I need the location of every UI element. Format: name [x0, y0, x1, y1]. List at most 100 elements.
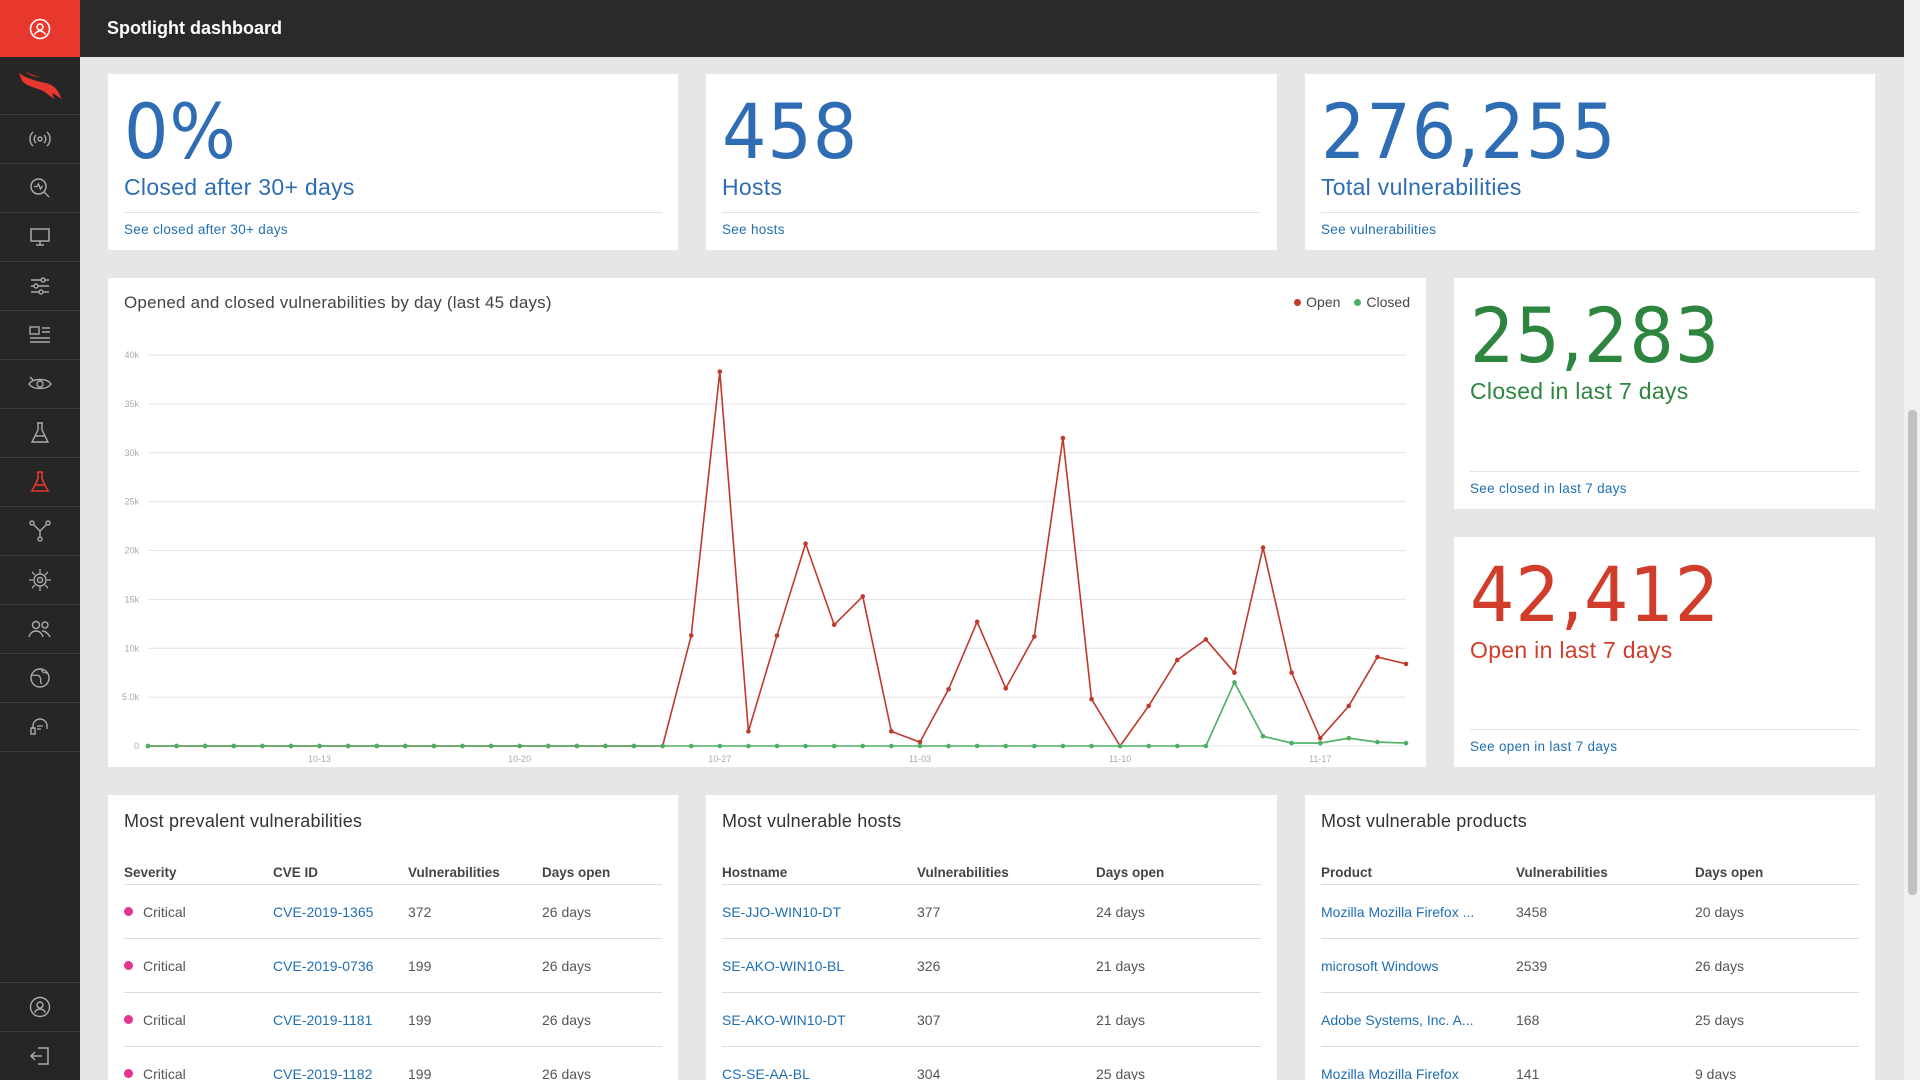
- cve-link[interactable]: CVE-2019-1182: [273, 1065, 373, 1080]
- table-row[interactable]: SE-AKO-WIN10-BL 326 21 days: [722, 939, 1261, 993]
- x-tick-label: 11-03: [909, 754, 931, 764]
- data-point-open: [688, 633, 694, 638]
- col-header[interactable]: CVE ID: [273, 865, 319, 880]
- stat-label: Closed after 30+ days: [124, 174, 355, 200]
- col-header[interactable]: Severity: [124, 865, 177, 880]
- critical-dot-icon: [124, 961, 133, 971]
- flask-active-icon[interactable]: [0, 458, 80, 507]
- logout-icon[interactable]: [0, 1031, 80, 1080]
- see-vulnerabilities-link[interactable]: See vulnerabilities: [1321, 222, 1437, 237]
- table-header: Severity CVE ID Vulnerabilities Days ope…: [124, 861, 662, 885]
- data-point-open: [974, 619, 980, 625]
- x-tick-label: 10-13: [308, 754, 331, 764]
- table-row[interactable]: Mozilla Mozilla Firefox 141 9 days: [1321, 1047, 1859, 1080]
- days-open: 21 days: [1096, 1011, 1146, 1028]
- cve-link[interactable]: CVE-2019-1181: [273, 1011, 373, 1028]
- table-row[interactable]: Adobe Systems, Inc. A... 168 25 days: [1321, 993, 1859, 1047]
- vertical-scrollbar[interactable]: [1904, 0, 1920, 1080]
- search-activity-icon[interactable]: [0, 164, 80, 213]
- critical-dot-icon: [124, 1015, 133, 1025]
- data-point-closed: [1317, 740, 1323, 746]
- eye-icon[interactable]: [0, 360, 80, 409]
- see-open-7-days-link[interactable]: See open in last 7 days: [1470, 739, 1618, 754]
- stat-value: 0%: [124, 87, 237, 176]
- account-icon[interactable]: [0, 982, 80, 1031]
- see-closed-7-days-link[interactable]: See closed in last 7 days: [1470, 481, 1627, 496]
- line-chart: 0 5.0k 10k 15k 20k 25k 30k 35k 40k 10-13 10-20 10-2…: [122, 350, 1409, 764]
- data-point-open: [1146, 703, 1151, 709]
- user-circle-icon[interactable]: [0, 0, 80, 57]
- table-row[interactable]: microsoft Windows 2539 26 days: [1321, 939, 1859, 993]
- data-point-closed: [1232, 680, 1237, 685]
- flask-icon[interactable]: [0, 409, 80, 458]
- data-point-open: [860, 594, 866, 599]
- table-title: Most vulnerable products: [1321, 811, 1527, 831]
- days-open: 26 days: [542, 1065, 592, 1080]
- network-icon[interactable]: [0, 507, 80, 556]
- table-row[interactable]: SE-JJO-WIN10-DT 377 24 days: [722, 885, 1261, 939]
- users-icon[interactable]: [0, 605, 80, 654]
- table-row[interactable]: Critical CVE-2019-1181 199 26 days: [124, 993, 662, 1047]
- data-point-closed: [202, 743, 208, 749]
- col-header[interactable]: Hostname: [722, 865, 788, 880]
- data-point-closed: [1032, 743, 1037, 749]
- severity-cell: Critical: [124, 904, 186, 920]
- vuln-count: 3458: [1516, 903, 1548, 920]
- dashboard-icon[interactable]: [0, 311, 80, 360]
- data-point-closed: [974, 743, 980, 749]
- col-header[interactable]: Vulnerabilities: [917, 865, 1009, 880]
- data-point-open: [917, 739, 923, 745]
- cve-link[interactable]: CVE-2019-0736: [273, 957, 374, 974]
- col-header[interactable]: Vulnerabilities: [408, 865, 500, 880]
- y-tick-label: 15k: [124, 594, 139, 604]
- product-link[interactable]: Mozilla Mozilla Firefox: [1321, 1065, 1459, 1080]
- target-icon[interactable]: [0, 556, 80, 605]
- globe-icon[interactable]: [0, 654, 80, 703]
- legend-open[interactable]: Open: [1294, 294, 1340, 310]
- data-point-closed: [860, 743, 866, 749]
- support-icon[interactable]: [0, 703, 80, 752]
- data-point-closed: [260, 743, 265, 749]
- cve-link[interactable]: CVE-2019-1365: [273, 903, 374, 920]
- data-point-open: [831, 622, 837, 628]
- col-header[interactable]: Product: [1321, 865, 1373, 880]
- product-link[interactable]: microsoft Windows: [1321, 957, 1439, 974]
- table-row[interactable]: CS-SE-AA-BL 304 25 days: [722, 1047, 1261, 1080]
- vuln-count: 199: [408, 1011, 432, 1028]
- product-link[interactable]: Adobe Systems, Inc. A...: [1321, 1011, 1474, 1028]
- falcon-logo[interactable]: [0, 57, 80, 115]
- table-row[interactable]: Critical CVE-2019-1182 199 26 days: [124, 1047, 662, 1080]
- data-point-closed: [1375, 739, 1380, 745]
- vulnerabilities-by-day-chart-card: Opened and closed vulnerabilities by day…: [108, 278, 1426, 767]
- table-row[interactable]: Critical CVE-2019-1365 372 26 days: [124, 885, 662, 939]
- monitor-icon[interactable]: [0, 213, 80, 262]
- hosts-card: 458 Hosts See hosts: [706, 74, 1277, 250]
- legend-closed[interactable]: Closed: [1354, 294, 1410, 310]
- col-header[interactable]: Vulnerabilities: [1516, 865, 1608, 880]
- hostname-link[interactable]: SE-AKO-WIN10-BL: [722, 957, 845, 974]
- table-row[interactable]: SE-AKO-WIN10-DT 307 21 days: [722, 993, 1261, 1047]
- col-header[interactable]: Days open: [1096, 865, 1165, 880]
- table-header: Hostname Vulnerabilities Days open: [722, 861, 1261, 885]
- sliders-icon[interactable]: [0, 262, 80, 311]
- days-open: 26 days: [1695, 957, 1745, 974]
- legend-closed-swatch: [1354, 298, 1362, 306]
- hostname-link[interactable]: SE-AKO-WIN10-DT: [722, 1011, 846, 1028]
- hostname-link[interactable]: SE-JJO-WIN10-DT: [722, 903, 841, 920]
- see-closed-30-days-link[interactable]: See closed after 30+ days: [124, 222, 288, 237]
- see-hosts-link[interactable]: See hosts: [722, 222, 785, 237]
- x-tick-label: 10-20: [508, 754, 531, 764]
- data-point-closed: [803, 743, 808, 749]
- days-open: 25 days: [1096, 1065, 1146, 1080]
- col-header[interactable]: Days open: [542, 865, 611, 880]
- data-point-open: [1289, 670, 1294, 675]
- radio-signal-icon[interactable]: [0, 115, 80, 164]
- data-point-closed: [517, 743, 522, 749]
- table-row[interactable]: Mozilla Mozilla Firefox ... 3458 20 days: [1321, 885, 1859, 939]
- scrollbar-thumb[interactable]: [1908, 410, 1917, 895]
- hostname-link[interactable]: CS-SE-AA-BL: [722, 1065, 810, 1080]
- stat-label: Hosts: [722, 174, 783, 200]
- table-row[interactable]: Critical CVE-2019-0736 199 26 days: [124, 939, 662, 993]
- col-header[interactable]: Days open: [1695, 865, 1764, 880]
- product-link[interactable]: Mozilla Mozilla Firefox ...: [1321, 903, 1475, 920]
